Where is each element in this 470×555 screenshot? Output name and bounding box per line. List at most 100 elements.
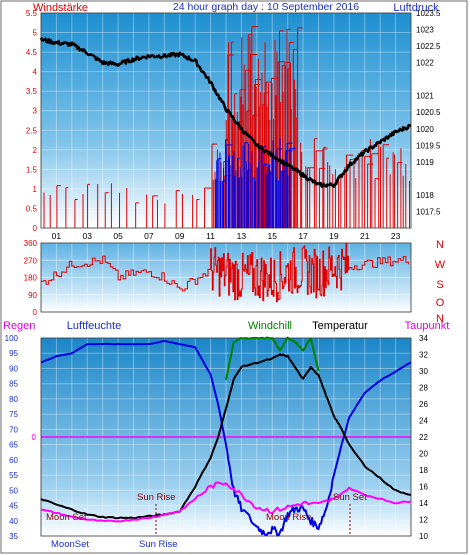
compass-label: O (436, 297, 445, 309)
humidity-tick-label: 55 (9, 471, 18, 480)
direction-tick-label: 0 (33, 308, 38, 317)
wind-tick-label: 3 (33, 107, 38, 116)
wind-tick-label: 5 (33, 29, 38, 38)
temperature-tick-label: 26 (419, 400, 428, 409)
hour-tick-label: 13 (237, 231, 247, 241)
wind-tick-label: 0.5 (26, 204, 38, 213)
humidity-tick-label: 95 (9, 349, 18, 358)
bottom-moonset-label: MoonSet (51, 539, 89, 550)
wind-bars (43, 26, 411, 228)
wind-tick-label: 2.5 (26, 126, 38, 135)
hour-tick-label: 15 (268, 231, 278, 241)
wind-tick-label: 0 (33, 224, 38, 233)
rain-label: Regen (3, 320, 35, 332)
humidity-tick-label: 35 (9, 532, 18, 541)
hour-tick-label: 11 (206, 231, 215, 241)
hour-tick-label: 01 (52, 231, 62, 241)
wind-tick-label: 2 (33, 146, 38, 155)
bottom-sunrise-label: Sun Rise (139, 539, 178, 550)
humidity-tick-label: 40 (9, 517, 18, 526)
pressure-tick-label: 1021 (416, 92, 434, 101)
pressure-tick-label: 1023 (416, 26, 434, 35)
pressure-tick-label: 1020 (416, 125, 434, 134)
temperature-tick-label: 32 (419, 351, 428, 360)
series-line-windchill (225, 336, 320, 381)
hour-tick-label: 09 (175, 231, 185, 241)
temperature-label: Temperatur (312, 320, 368, 332)
temperature-tick-label: 20 (419, 450, 428, 459)
direction-tick-label: 270 (24, 256, 38, 265)
plot-frame (40, 337, 412, 537)
temperature-tick-label: 24 (419, 417, 428, 426)
sun-set-annotation: Sun Set (333, 492, 367, 503)
pressure-series (39, 37, 412, 188)
pressure-tick-label: 1022.5 (416, 42, 441, 51)
dewpoint-label: Taupunkt (405, 320, 450, 332)
direction-tick-label: 180 (24, 274, 38, 283)
pressure-tick-label: 1017.5 (416, 207, 441, 216)
humidity-tick-label: 65 (9, 441, 18, 450)
series-line-luftfeuchte (40, 340, 412, 537)
temperature-tick-label: 16 (419, 483, 428, 492)
pressure-tick-label: 1019 (416, 158, 434, 167)
humidity-tick-label: 50 (9, 486, 18, 495)
rain-zero-label: 0 (32, 433, 37, 442)
compass-label: W (435, 259, 446, 271)
temperature-tick-label: 10 (419, 532, 428, 541)
hour-tick-label: 21 (360, 231, 370, 241)
chart-title: 24 hour graph day : 10 September 2016 (173, 1, 359, 13)
humidity-tick-label: 90 (9, 364, 18, 373)
humidity-tick-label: 45 (9, 502, 18, 511)
compass-label: S (436, 279, 443, 291)
pressure-tick-label: 1020.5 (416, 108, 441, 117)
humidity-tick-label: 75 (9, 410, 18, 419)
wind-tick-label: 1.5 (26, 165, 38, 174)
hour-tick-label: 19 (329, 231, 339, 241)
temperature-tick-label: 22 (419, 433, 428, 442)
series-line-taupunkt (40, 481, 412, 523)
wind-tick-label: 3.5 (26, 87, 38, 96)
direction-line (41, 242, 409, 303)
temperature-tick-label: 12 (419, 516, 428, 525)
humidity-tick-label: 70 (9, 425, 18, 434)
temperature-tick-label: 30 (419, 367, 428, 376)
series-line-temperatur (40, 353, 412, 520)
direction-series (41, 242, 409, 303)
humidity-tick-label: 80 (9, 395, 18, 404)
wind-tick-label: 4.5 (26, 48, 38, 57)
pressure-tick-label: 1022 (416, 59, 434, 68)
humidity-tick-label: 100 (5, 334, 19, 343)
wind-tick-label: 5.5 (26, 9, 38, 18)
plot-frame (40, 242, 412, 313)
humidity-temperature-series (40, 336, 412, 537)
pressure-line (39, 37, 412, 188)
hour-tick-label: 17 (298, 231, 308, 241)
wind-tick-label: 4 (33, 68, 38, 77)
hour-tick-label: 23 (391, 231, 401, 241)
pressure-tick-label: 1023.5 (416, 9, 441, 18)
windchill-label: Windchill (248, 320, 292, 332)
pressure-axis-title: Luftdruck (393, 2, 439, 14)
temperature-tick-label: 34 (419, 334, 428, 343)
humidity-label: Luftfeuchte (67, 320, 121, 332)
wind-tick-label: 1 (33, 185, 38, 194)
temperature-tick-label: 18 (419, 466, 428, 475)
temperature-tick-label: 28 (419, 384, 428, 393)
hour-tick-label: 05 (113, 231, 123, 241)
wind-axis-title: Windstärke (33, 2, 88, 14)
sun-rise-annotation: Sun Rise (137, 492, 176, 503)
moon-set-annotation: Moon Set (46, 512, 87, 523)
direction-tick-label: 360 (24, 239, 38, 248)
humidity-tick-label: 85 (9, 380, 18, 389)
pressure-tick-label: 1018 (416, 191, 434, 200)
moon-rise-annotation: Moon Rise (266, 512, 311, 523)
temperature-tick-label: 14 (419, 499, 428, 508)
direction-tick-label: 90 (28, 291, 37, 300)
compass-label: N (436, 239, 444, 251)
humidity-tick-label: 60 (9, 456, 18, 465)
hour-tick-label: 07 (144, 231, 154, 241)
pressure-tick-label: 1019.5 (416, 141, 441, 150)
hour-tick-label: 03 (83, 231, 93, 241)
